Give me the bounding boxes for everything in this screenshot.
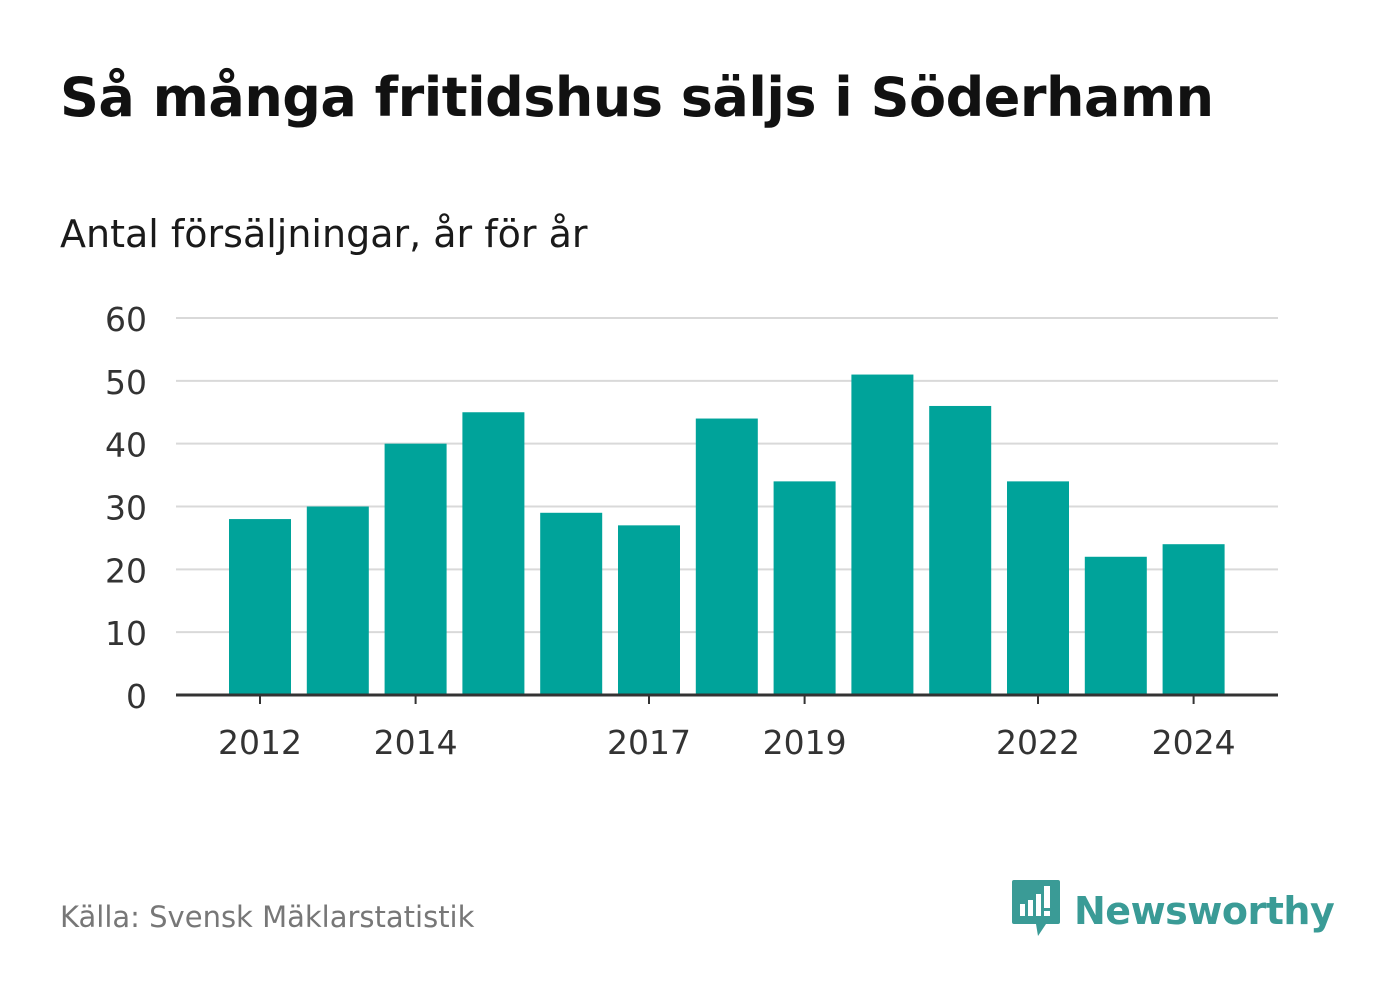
y-tick-label: 10 bbox=[105, 614, 147, 653]
x-tick-label: 2012 bbox=[218, 723, 302, 762]
newsworthy-logo: Newsworthy bbox=[1010, 878, 1335, 944]
x-axis-ticks: 2012 2014 2017 2019 2022 2024 bbox=[218, 695, 1236, 762]
y-tick-label: 50 bbox=[105, 363, 147, 402]
bar-2012 bbox=[229, 519, 291, 695]
bar-2017 bbox=[618, 525, 680, 695]
bar-2019 bbox=[773, 481, 836, 695]
bar-2015 bbox=[462, 412, 525, 695]
x-tick-label: 2024 bbox=[1152, 723, 1236, 762]
bar-2024 bbox=[1162, 544, 1225, 695]
bar-2020 bbox=[851, 374, 914, 695]
x-tick-label: 2019 bbox=[763, 723, 847, 762]
chart-title: Så många fritidshus säljs i Söderhamn bbox=[60, 66, 1214, 129]
bar-2014 bbox=[384, 443, 447, 695]
bar-2016 bbox=[540, 512, 603, 695]
bar-2021 bbox=[929, 405, 992, 695]
x-tick-label: 2022 bbox=[996, 723, 1080, 762]
y-tick-label: 60 bbox=[105, 300, 147, 339]
x-tick-label: 2017 bbox=[607, 723, 691, 762]
newsworthy-logo-text: Newsworthy bbox=[1074, 889, 1335, 933]
bar-2023 bbox=[1084, 556, 1147, 695]
x-tick-label: 2014 bbox=[374, 723, 458, 762]
bars bbox=[229, 374, 1225, 695]
newsworthy-logo-icon bbox=[1010, 878, 1062, 944]
y-tick-label: 20 bbox=[105, 551, 147, 590]
y-tick-label: 0 bbox=[126, 677, 147, 716]
chart-subtitle: Antal försäljningar, år för år bbox=[60, 212, 588, 256]
bar-2013 bbox=[306, 506, 369, 695]
bar-2022 bbox=[1007, 481, 1069, 695]
source-note: Källa: Svensk Mäklarstatistik bbox=[60, 900, 475, 934]
y-axis-ticks: 0 10 20 30 40 50 60 bbox=[105, 300, 147, 716]
y-tick-label: 40 bbox=[105, 426, 147, 465]
y-tick-label: 30 bbox=[105, 489, 147, 528]
bar-2018 bbox=[695, 418, 758, 695]
